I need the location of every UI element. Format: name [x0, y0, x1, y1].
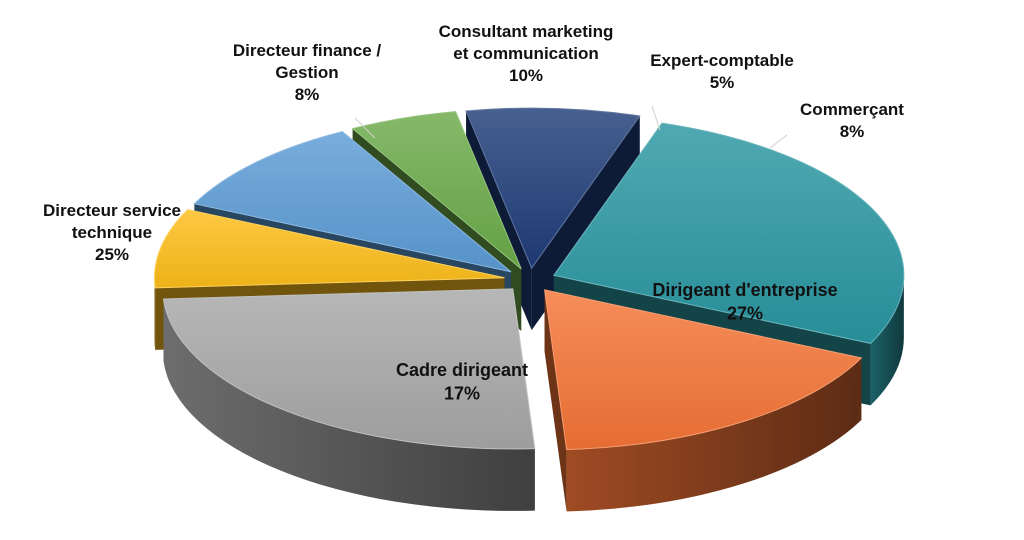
slice-label: Cadre dirigeant 17%: [396, 360, 528, 403]
slice-label-name: Cadre dirigeant: [396, 360, 528, 380]
slice-label: Directeur finance / Gestion 8%: [233, 41, 382, 104]
slice-label-value: 25%: [95, 245, 129, 264]
slice-label-value: 10%: [509, 66, 543, 85]
slice-label-name: Commerçant: [800, 100, 904, 119]
pie-labels-layer: Dirigeant d'entreprise 27% Cadre dirigeant…: [43, 22, 904, 403]
pie-slice-4: [193, 131, 512, 273]
pie-leader-line: [651, 105, 661, 131]
slice-label: Expert-comptable 5%: [650, 51, 794, 92]
slice-label-name: Gestion: [275, 63, 338, 82]
slice-label: Consultant marketing et communication 10%: [439, 22, 614, 85]
pie-slice-3: [154, 209, 505, 289]
pie-slice-0: [553, 122, 905, 344]
slice-label-name: et communication: [453, 44, 598, 63]
slice-label-name: Consultant marketing: [439, 22, 614, 41]
pie-slice-rim: [154, 277, 156, 350]
pie-slice-rim: [163, 298, 535, 511]
pie-slice-1: [544, 289, 863, 451]
slice-label-name: Directeur service: [43, 201, 181, 220]
pie-slice-rim: [870, 275, 904, 406]
pie-slice-rim: [566, 357, 862, 512]
pie-depth-layer: [154, 107, 905, 512]
pie-leader-line: [769, 134, 788, 149]
slice-label-value: 17%: [444, 383, 480, 403]
slice-label-value: 5%: [710, 73, 735, 92]
pie-leader-line: [354, 117, 376, 139]
pie-slice-6: [465, 107, 641, 270]
pie-slice-3d: [162, 288, 536, 511]
slice-label: Commerçant 8%: [800, 100, 904, 141]
slice-label: Dirigeant d'entreprise 27%: [652, 280, 837, 323]
slice-label-value: 8%: [295, 85, 320, 104]
slice-label-value: 27%: [727, 303, 763, 323]
slice-label-name: Dirigeant d'entreprise: [652, 280, 837, 300]
slice-label-name: Expert-comptable: [650, 51, 794, 70]
pie-slice-wall: [544, 289, 567, 512]
slice-label-name: technique: [72, 223, 152, 242]
pie-slice-2: [162, 288, 536, 450]
pie-slice-3d: [544, 289, 863, 512]
slice-label: Directeur service technique 25%: [43, 201, 181, 264]
slice-label-name: Directeur finance /: [233, 41, 382, 60]
pie-slice-5: [351, 111, 522, 270]
slice-label-value: 8%: [840, 122, 865, 141]
